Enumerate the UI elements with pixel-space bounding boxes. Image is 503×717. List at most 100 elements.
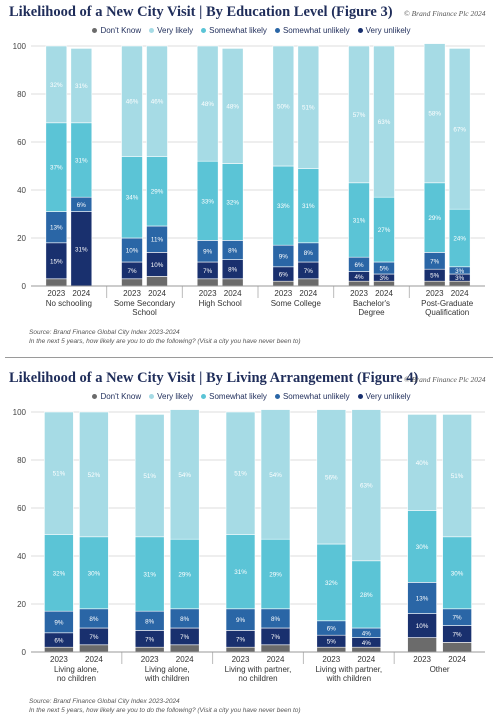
data-label: 7% [236, 636, 246, 643]
data-label: 7% [453, 615, 463, 622]
data-label: 37% [50, 165, 63, 172]
data-label: 30% [451, 570, 464, 577]
data-label: 31% [75, 158, 88, 165]
data-label: 8% [89, 616, 99, 623]
legend-label: Don't Know [100, 26, 142, 35]
data-label: 34% [126, 195, 139, 202]
data-label: 7% [180, 634, 190, 641]
data-label: 29% [269, 572, 282, 579]
x-year-label: 2023 [274, 289, 292, 298]
data-label: 48% [201, 101, 214, 108]
figure-4-chart: 0 20 40 60 80 100 6% 9% 32% 51% 2023 7% 8% 30% 52% 2024… [13, 408, 485, 683]
bar-segment-somewhat-likely [260, 538, 291, 610]
bar-segment-very-likely [221, 48, 244, 164]
y-tick-label: 0 [22, 648, 27, 657]
data-label: 7% [203, 268, 213, 275]
y-tick-label: 0 [22, 282, 27, 291]
bar-segment-somewhat-likely [134, 536, 165, 612]
legend-label: Somewhat likely [209, 26, 267, 35]
data-label: 9% [236, 617, 246, 624]
legend-item-don-t-know: Don't Know [92, 26, 141, 35]
figure-3-legend: Don't Know Very likely Somewhat likely Some… [0, 26, 503, 35]
data-label: 9% [203, 249, 213, 256]
legend-item-somewhat-likely: Somewhat likely [201, 26, 267, 35]
y-tick-label: 100 [13, 42, 27, 51]
bar-segment-dont-know [351, 646, 382, 653]
data-label: 32% [53, 570, 66, 577]
x-year-label: 2024 [451, 289, 469, 298]
bar-segment-dont-know [196, 278, 219, 287]
data-label: 5% [430, 273, 440, 280]
x-year-label: 2024 [224, 289, 242, 298]
y-tick-label: 20 [17, 234, 26, 243]
x-year-label: 2024 [148, 289, 166, 298]
x-year-label: 2024 [448, 655, 466, 664]
data-label: 4% [362, 630, 372, 637]
data-label: 57% [353, 112, 366, 119]
figure-4-legend: Don't Know Very likely Somewhat likely Some… [0, 392, 503, 401]
data-label: 7% [127, 268, 137, 275]
bar-segment-dont-know [442, 642, 472, 653]
figure-3-copyright: © Brand Finance Plc 2024 [404, 9, 486, 18]
data-label: 52% [88, 472, 101, 479]
legend-item-somewhat-unlikely: Somewhat unlikely [274, 26, 350, 35]
x-group-label: High School [199, 299, 242, 308]
bar-segment-somewhat-likely [44, 534, 74, 612]
data-label: 7% [430, 258, 440, 265]
legend-label: Somewhat unlikely [282, 392, 350, 401]
data-label: 31% [75, 246, 88, 253]
legend-swatch [274, 394, 280, 400]
data-label: 29% [428, 215, 441, 222]
bar-segment-somewhat-likely [442, 536, 472, 610]
legend-item-somewhat-unlikely: Somewhat unlikely [274, 392, 350, 401]
x-group-label: Living with partner, [315, 665, 382, 674]
data-label: 51% [302, 105, 315, 112]
x-group-label: Living with partner, [225, 665, 292, 674]
data-label: 63% [360, 483, 373, 490]
bar-segment-very-likely [44, 411, 74, 535]
y-tick-label: 60 [17, 504, 26, 513]
figure-4-source: Source: Brand Finance Global City Index … [29, 697, 301, 715]
bar-segment-very-likely [442, 414, 472, 538]
x-group-label: Degree [358, 308, 385, 317]
bar-segment-very-likely [45, 45, 68, 124]
bar-segment-dont-know [146, 276, 168, 287]
legend-swatch [201, 28, 207, 34]
bar-segment-dont-know [221, 278, 244, 287]
x-year-label: 2023 [123, 289, 141, 298]
x-year-label: 2023 [232, 655, 250, 664]
data-label: 8% [228, 248, 238, 255]
x-year-label: 2024 [299, 289, 317, 298]
x-group-label: Bachelor's [353, 299, 390, 308]
bar-segment-dont-know [79, 644, 109, 653]
data-label: 32% [226, 200, 239, 207]
bar-segment-very-likely [407, 414, 437, 511]
section-divider [5, 357, 493, 358]
figure-3-title: Likelihood of a New City Visit | By Educ… [9, 4, 393, 20]
legend-item-very-unlikely: Very unlikely [357, 26, 411, 35]
x-group-label: Living alone, [145, 665, 190, 674]
bar-segment-dont-know [407, 637, 437, 653]
legend-swatch [92, 28, 98, 34]
y-tick-label: 20 [17, 600, 26, 609]
data-label: 6% [77, 202, 87, 209]
y-tick-label: 80 [17, 456, 26, 465]
legend-swatch [149, 394, 155, 400]
x-group-label: School [132, 308, 157, 317]
data-label: 30% [88, 570, 101, 577]
x-group-label: No schooling [46, 299, 92, 308]
bar-segment-dont-know [225, 646, 256, 653]
legend-swatch [149, 28, 155, 34]
bar-segment-dont-know [348, 280, 370, 287]
bar-segment-very-likely [448, 48, 471, 210]
data-label: 9% [54, 620, 64, 627]
data-label: 54% [269, 472, 282, 479]
data-label: 7% [89, 634, 99, 641]
data-label: 7% [304, 268, 314, 275]
bar-segment-very-likely [348, 45, 370, 184]
bar-segment-dont-know [272, 280, 295, 287]
legend-label: Don't Know [100, 392, 142, 401]
data-label: 56% [325, 474, 338, 481]
bar-segment-dont-know [423, 280, 446, 287]
data-label: 54% [178, 472, 191, 479]
